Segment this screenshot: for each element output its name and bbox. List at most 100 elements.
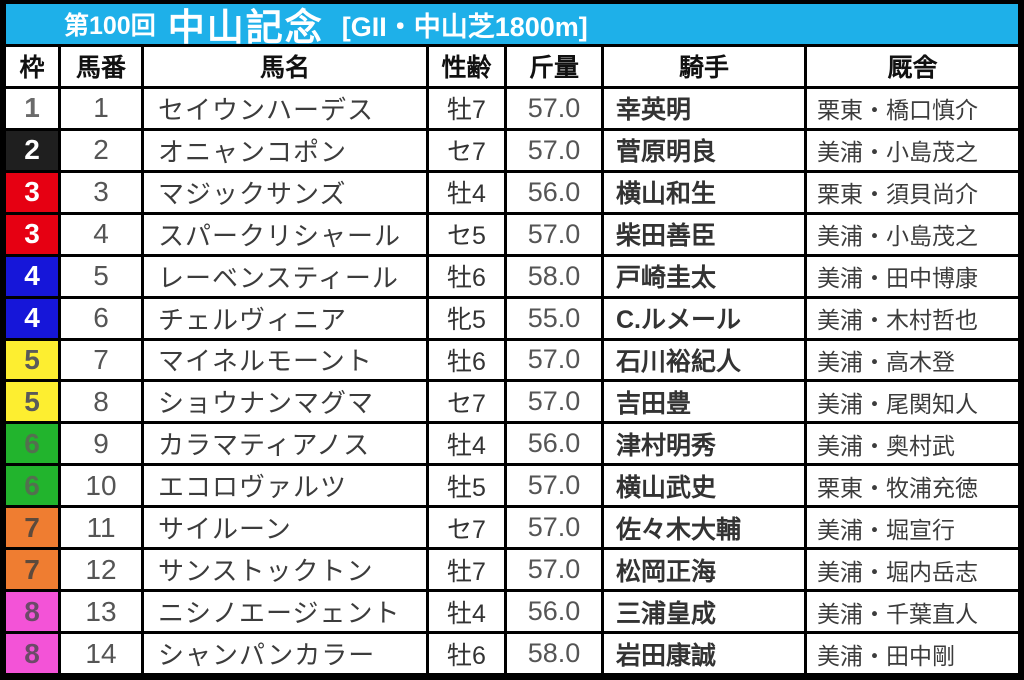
stable-cell: 美浦・尾関知人 <box>807 382 1018 422</box>
jockey-cell: 津村明秀 <box>604 424 804 464</box>
umaban-cell: 4 <box>61 214 141 254</box>
horse-name-cell: マジックサンズ <box>144 172 426 212</box>
weight-cell: 57.0 <box>507 214 601 254</box>
waku-cell: 3 <box>6 214 58 254</box>
waku-cell: 7 <box>6 508 58 548</box>
stable-cell: 美浦・堀内岳志 <box>807 550 1018 590</box>
jockey-cell: 幸英明 <box>604 88 804 128</box>
horse-name-cell: サイルーン <box>144 508 426 548</box>
horse-name-cell: オニャンコポン <box>144 130 426 170</box>
waku-cell: 1 <box>6 88 58 128</box>
horse-name-cell: ニシノエージェント <box>144 592 426 632</box>
weight-cell: 56.0 <box>507 592 601 632</box>
header-sex-age: 性齢 <box>429 47 504 86</box>
stable-cell: 美浦・千葉直人 <box>807 592 1018 632</box>
horse-name-cell: サンストックトン <box>144 550 426 590</box>
sex-age-cell: 牡4 <box>429 172 504 212</box>
umaban-cell: 1 <box>61 88 141 128</box>
jockey-cell: 吉田豊 <box>604 382 804 422</box>
horse-name-cell: マイネルモーント <box>144 340 426 380</box>
umaban-cell: 3 <box>61 172 141 212</box>
waku-cell: 4 <box>6 256 58 296</box>
header-weight: 斤量 <box>507 47 601 86</box>
jockey-cell: 三浦皇成 <box>604 592 804 632</box>
stable-cell: 栗東・須貝尚介 <box>807 172 1018 212</box>
sex-age-cell: 牡6 <box>429 634 504 673</box>
umaban-cell: 11 <box>61 508 141 548</box>
waku-cell: 8 <box>6 634 58 673</box>
jockey-cell: 菅原明良 <box>604 130 804 170</box>
waku-cell: 6 <box>6 424 58 464</box>
race-name: 中山記念 <box>167 7 324 48</box>
weight-cell: 57.0 <box>507 88 601 128</box>
umaban-cell: 8 <box>61 382 141 422</box>
jockey-cell: 横山和生 <box>604 172 804 212</box>
waku-cell: 2 <box>6 130 58 170</box>
weight-cell: 56.0 <box>507 172 601 212</box>
horse-name-cell: セイウンハーデス <box>144 88 426 128</box>
entry-table: 枠 馬番 馬名 性齢 斤量 騎手 厩舎 1 1 セイウンハーデス 牡7 57.0… <box>6 47 1018 673</box>
weight-cell: 57.0 <box>507 466 601 506</box>
stable-cell: 美浦・小島茂之 <box>807 214 1018 254</box>
stable-cell: 栗東・牧浦充徳 <box>807 466 1018 506</box>
sex-age-cell: セ7 <box>429 130 504 170</box>
sex-age-cell: 牡7 <box>429 550 504 590</box>
race-edition: 第100回 <box>64 12 156 40</box>
weight-cell: 55.0 <box>507 298 601 338</box>
sex-age-cell: 牡5 <box>429 466 504 506</box>
sex-age-cell: セ7 <box>429 382 504 422</box>
stable-cell: 美浦・奥村武 <box>807 424 1018 464</box>
jockey-cell: 松岡正海 <box>604 550 804 590</box>
jockey-cell: 柴田善臣 <box>604 214 804 254</box>
umaban-cell: 5 <box>61 256 141 296</box>
horse-name-cell: チェルヴィニア <box>144 298 426 338</box>
weight-cell: 57.0 <box>507 508 601 548</box>
stable-cell: 美浦・小島茂之 <box>807 130 1018 170</box>
sex-age-cell: 牡4 <box>429 424 504 464</box>
waku-cell: 5 <box>6 382 58 422</box>
stable-cell: 栗東・橋口慎介 <box>807 88 1018 128</box>
sex-age-cell: 牡4 <box>429 592 504 632</box>
horse-name-cell: シャンパンカラー <box>144 634 426 673</box>
weight-cell: 57.0 <box>507 382 601 422</box>
weight-cell: 57.0 <box>507 550 601 590</box>
jockey-cell: 戸崎圭太 <box>604 256 804 296</box>
umaban-cell: 7 <box>61 340 141 380</box>
jockey-cell: 横山武史 <box>604 466 804 506</box>
umaban-cell: 12 <box>61 550 141 590</box>
stable-cell: 美浦・堀宣行 <box>807 508 1018 548</box>
waku-cell: 7 <box>6 550 58 590</box>
header-horse-name: 馬名 <box>144 47 426 86</box>
waku-cell: 3 <box>6 172 58 212</box>
horse-name-cell: スパークリシャール <box>144 214 426 254</box>
weight-cell: 57.0 <box>507 340 601 380</box>
umaban-cell: 13 <box>61 592 141 632</box>
waku-cell: 5 <box>6 340 58 380</box>
sex-age-cell: セ7 <box>429 508 504 548</box>
stable-cell: 美浦・高木登 <box>807 340 1018 380</box>
sex-age-cell: 牡7 <box>429 88 504 128</box>
jockey-cell: 岩田康誠 <box>604 634 804 673</box>
umaban-cell: 14 <box>61 634 141 673</box>
waku-cell: 8 <box>6 592 58 632</box>
sex-age-cell: 牡6 <box>429 340 504 380</box>
horse-name-cell: エコロヴァルツ <box>144 466 426 506</box>
horse-name-cell: ショウナンマグマ <box>144 382 426 422</box>
weight-cell: 58.0 <box>507 634 601 673</box>
header-waku: 枠 <box>6 47 58 86</box>
stable-cell: 美浦・木村哲也 <box>807 298 1018 338</box>
stable-cell: 美浦・田中剛 <box>807 634 1018 673</box>
stable-cell: 美浦・田中博康 <box>807 256 1018 296</box>
horse-name-cell: レーベンスティール <box>144 256 426 296</box>
race-conditions: [GII・中山芝1800m] <box>341 11 588 42</box>
horse-name-cell: カラマティアノス <box>144 424 426 464</box>
sex-age-cell: セ5 <box>429 214 504 254</box>
umaban-cell: 6 <box>61 298 141 338</box>
sex-age-cell: 牝5 <box>429 298 504 338</box>
umaban-cell: 2 <box>61 130 141 170</box>
umaban-cell: 9 <box>61 424 141 464</box>
umaban-cell: 10 <box>61 466 141 506</box>
jockey-cell: C.ルメール <box>604 298 804 338</box>
race-title-banner: 第100回 中山記念 [GII・中山芝1800m] <box>6 4 1018 48</box>
